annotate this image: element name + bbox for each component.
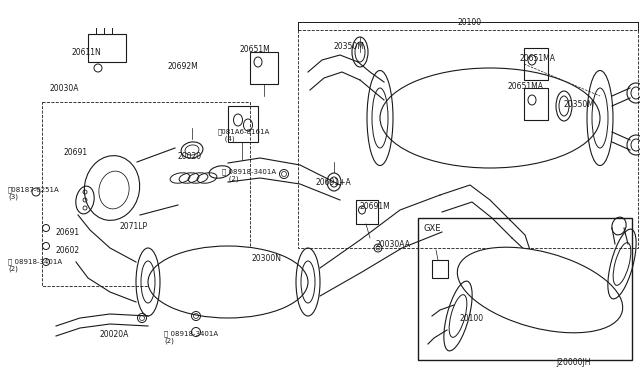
- Bar: [88, 34, 126, 62]
- Bar: [524, 48, 548, 80]
- Bar: [298, 30, 638, 248]
- Text: Ⓝ 08918-3401A
(2): Ⓝ 08918-3401A (2): [164, 330, 218, 344]
- Text: 20350M: 20350M: [333, 42, 364, 51]
- Ellipse shape: [148, 246, 308, 318]
- Text: 20651MA: 20651MA: [508, 82, 544, 91]
- Text: Ⓑ081A6-8161A
   (4): Ⓑ081A6-8161A (4): [218, 128, 270, 142]
- Text: 20350M: 20350M: [564, 100, 595, 109]
- Ellipse shape: [458, 247, 623, 333]
- Bar: [42, 102, 250, 286]
- Text: 20602: 20602: [56, 246, 80, 255]
- Text: Ⓝ 08918-3401A
(2): Ⓝ 08918-3401A (2): [8, 258, 62, 272]
- Ellipse shape: [380, 68, 600, 168]
- Text: 20611N: 20611N: [72, 48, 102, 57]
- Bar: [228, 106, 258, 142]
- Text: 20020A: 20020A: [100, 330, 129, 339]
- Text: Ⓒ08187-0251A
(3): Ⓒ08187-0251A (3): [8, 186, 60, 200]
- Text: 20691: 20691: [64, 148, 88, 157]
- Text: 20030AA: 20030AA: [376, 240, 411, 249]
- Text: Ⓝ 08918-3401A
   (2): Ⓝ 08918-3401A (2): [222, 168, 276, 182]
- Bar: [356, 200, 378, 224]
- Text: 2071LP: 2071LP: [120, 222, 148, 231]
- Text: 20691+A: 20691+A: [316, 178, 352, 187]
- Bar: [250, 52, 278, 84]
- Text: 20030A: 20030A: [50, 84, 79, 93]
- Text: 20100: 20100: [460, 314, 484, 323]
- Text: 20020: 20020: [178, 152, 202, 161]
- Bar: [524, 88, 548, 120]
- Text: 20651M: 20651M: [240, 45, 271, 54]
- Text: 20651MA: 20651MA: [520, 54, 556, 63]
- Text: J20000JH: J20000JH: [556, 358, 591, 367]
- Text: 20691M: 20691M: [360, 202, 391, 211]
- Text: GXE: GXE: [424, 224, 442, 233]
- Text: 20300N: 20300N: [252, 254, 282, 263]
- Bar: [432, 260, 448, 278]
- Text: 20100: 20100: [458, 18, 482, 27]
- Text: 20692M: 20692M: [168, 62, 199, 71]
- Bar: [418, 218, 632, 360]
- Text: 20691: 20691: [56, 228, 80, 237]
